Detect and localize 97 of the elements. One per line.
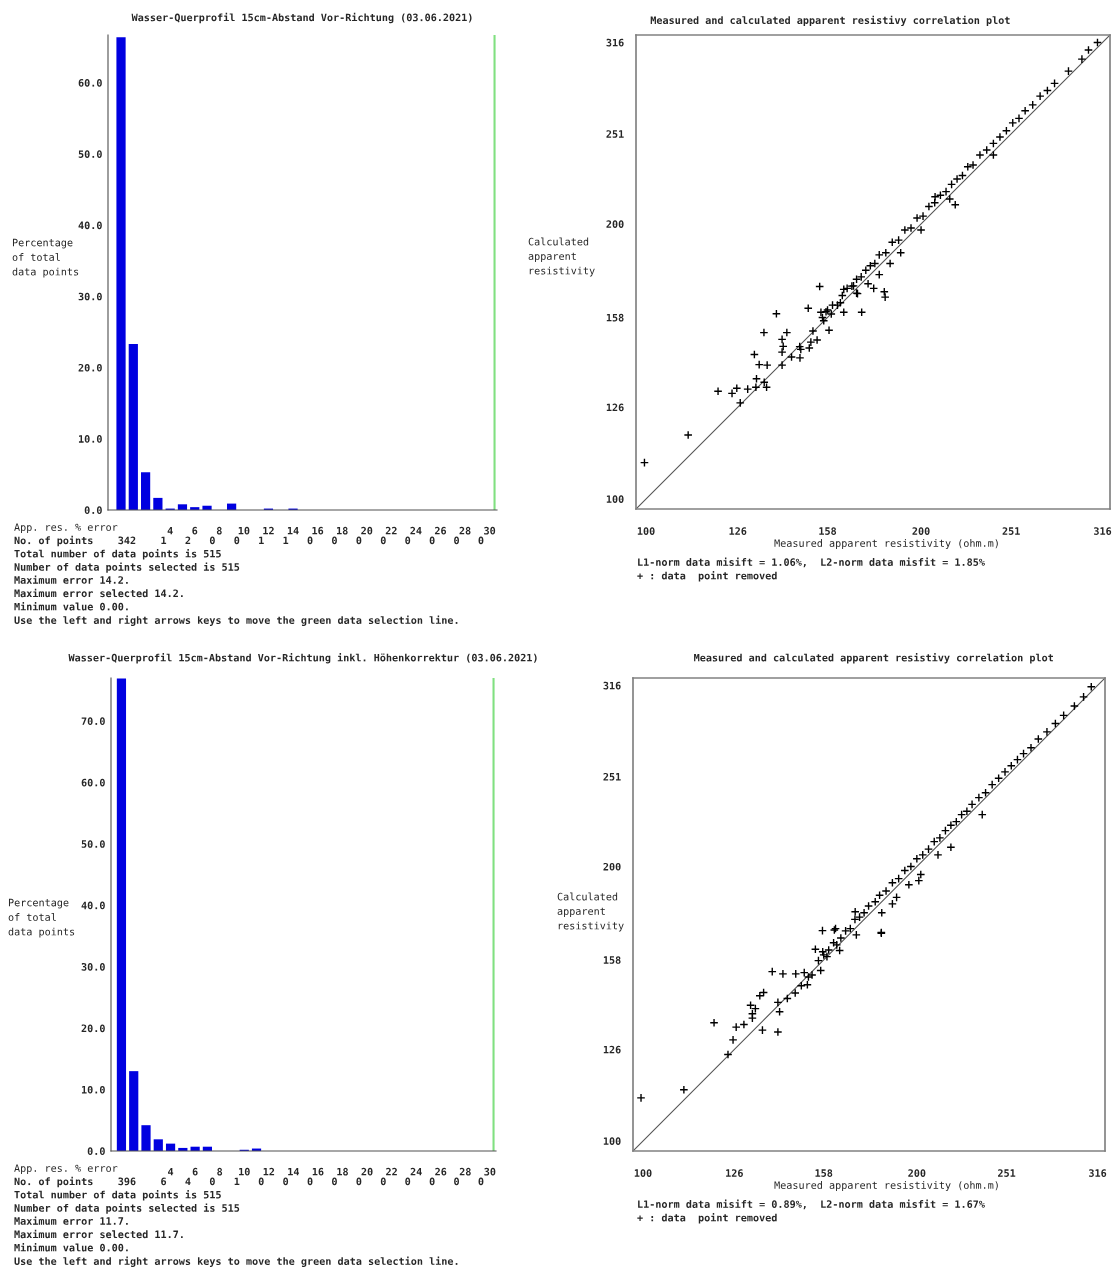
y-tick-label: 251 [603,772,621,781]
text: Total number of data points is 515 [14,1190,221,1201]
y-axis-title: Percentage of total data points [12,238,79,278]
x-tick-label: 251 [998,1169,1016,1177]
x-tick-label: 4 [167,526,173,535]
text: Maximum error selected 11.7. [14,1229,183,1239]
x-tick-label: 18 [337,1167,348,1176]
x-tick-label: 20 [361,1167,373,1176]
x-tick-label: 26 [435,1167,447,1176]
text: No. of points 396 6 4 0 1 0 0 0 0 0 0 0 0 0 0 [14,1176,484,1188]
x-axis-title: Measured apparent resistivity (ohm.m) [774,539,998,549]
y-tick-label: 158 [606,313,624,322]
y-tick-label: 30.0 [78,292,102,301]
y-tick-label: 20.0 [81,1024,105,1033]
y-tick-label: 10.0 [78,435,102,443]
text: Minimum value 0.00. [14,602,128,611]
x-tick-label: 8 [217,1167,223,1176]
y-tick-label: 0.0 [87,1147,105,1155]
x-tick-label: 316 [1089,1169,1107,1177]
y-tick-label: 20.0 [78,363,102,372]
x-tick-label: 18 [337,526,348,535]
x-tick-label: 14 [288,1167,300,1176]
x-tick-label: 16 [312,1167,324,1176]
y-tick-label: 200 [606,220,624,228]
y-axis-title: Calculated apparent resistivity [528,237,595,277]
x-tick-label: 28 [459,1167,471,1176]
x-tick-label: 26 [434,526,447,535]
x-axis-title: Measured apparent resistivity (ohm.m) [774,1181,998,1191]
x-tick-label: 100 [634,1169,652,1177]
x-tick-label: 100 [637,527,655,535]
x-tick-label: 28 [459,526,471,535]
x-tick-label: 14 [287,526,299,535]
y-tick-label: 100 [606,495,624,503]
y-tick-label: 50.0 [78,150,102,158]
y-tick-label: 0.0 [84,506,102,514]
x-axis-title: App. res. % error [14,1164,118,1174]
text: Maximum error 11.7. [14,1216,128,1225]
y-tick-label: 126 [606,403,624,412]
y-tick-label: 60.0 [78,79,102,87]
x-tick-label: 316 [1094,527,1112,535]
text: + : data point removed [637,1213,777,1224]
y-tick-label: 40.0 [81,901,105,910]
x-tick-label: 22 [385,526,397,535]
y-tick-label: 316 [606,38,624,47]
y-tick-label: 50.0 [81,840,105,848]
text: Maximum error 14.2. [14,575,128,584]
chart-title: Wasser-Querprofil 15cm-Abstand Vor-Richtung (03.06.2021) [131,12,472,24]
y-tick-label: 100 [603,1137,621,1145]
text: Use the left and right arrows keys to move the green data selection line. [14,615,458,626]
text: Maximum error selected 14.2. [14,588,183,598]
text: Total number of data points is 515 [14,549,221,560]
y-tick-label: 251 [606,130,624,138]
x-tick-label: 126 [726,1169,743,1177]
y-tick-label: 126 [603,1045,621,1054]
x-tick-label: 22 [386,1167,397,1176]
y-tick-label: 60.0 [81,778,105,787]
y-tick-label: 30.0 [81,963,105,971]
x-tick-label: 158 [819,527,837,535]
y-tick-label: 70.0 [81,717,105,725]
text: + : data point removed [637,571,777,582]
text: Number of data points selected is 515 [14,562,240,573]
x-tick-label: 251 [1002,527,1020,535]
x-tick-label: 10 [239,1167,250,1176]
y-tick-label: 158 [603,956,621,964]
x-tick-label: 20 [361,526,373,535]
x-tick-label: 158 [815,1169,833,1177]
text: Number of data points selected is 515 [14,1203,240,1214]
x-tick-label: 30 [484,526,496,535]
x-tick-label: 6 [192,526,198,535]
text: No. of points 342 1 2 0 0 1 1 0 0 0 0 0 0 0 0 [14,535,484,547]
x-tick-label: 10 [238,526,250,535]
y-tick-label: 10.0 [81,1085,105,1094]
x-tick-label: 6 [192,1167,198,1176]
chart-title: Wasser-Querprofil 15cm-Abstand Vor-Richtung inkl. Höhenkorrektur (03.06.2021) [68,653,537,664]
x-tick-label: 126 [729,527,747,535]
text: Minimum value 0.00. [14,1243,128,1252]
x-tick-label: 12 [263,1167,275,1176]
x-tick-label: 200 [912,527,930,535]
y-axis-title: Calculated apparent resistivity [557,892,624,932]
x-tick-label: 30 [484,1167,496,1176]
x-tick-label: 24 [410,526,422,535]
y-tick-label: 200 [603,862,621,871]
text: Use the left and right arrows keys to move the green data selection line. [14,1256,458,1267]
chart-title: Measured and calculated apparent resistivy correlation plot [694,653,1054,664]
x-tick-label: 16 [312,526,324,535]
text: L1-norm data misift = 1.06%, L2-norm data misfit = 1.85% [638,557,985,568]
y-axis-title: Percentage of total data points [8,898,75,938]
chart-title: Measured and calculated apparent resistivy correlation plot [650,15,1010,26]
x-tick-label: 12 [263,526,274,535]
x-tick-label: 24 [410,1167,422,1176]
x-tick-label: 8 [216,526,222,535]
x-tick-label: 4 [168,1167,174,1176]
x-axis-title: App. res. % error [14,523,118,533]
y-tick-label: 40.0 [78,221,102,230]
text: L1-norm data misift = 0.89%, L2-norm data misfit = 1.67% [638,1199,985,1210]
x-tick-label: 200 [908,1169,926,1177]
y-tick-label: 316 [603,681,621,690]
